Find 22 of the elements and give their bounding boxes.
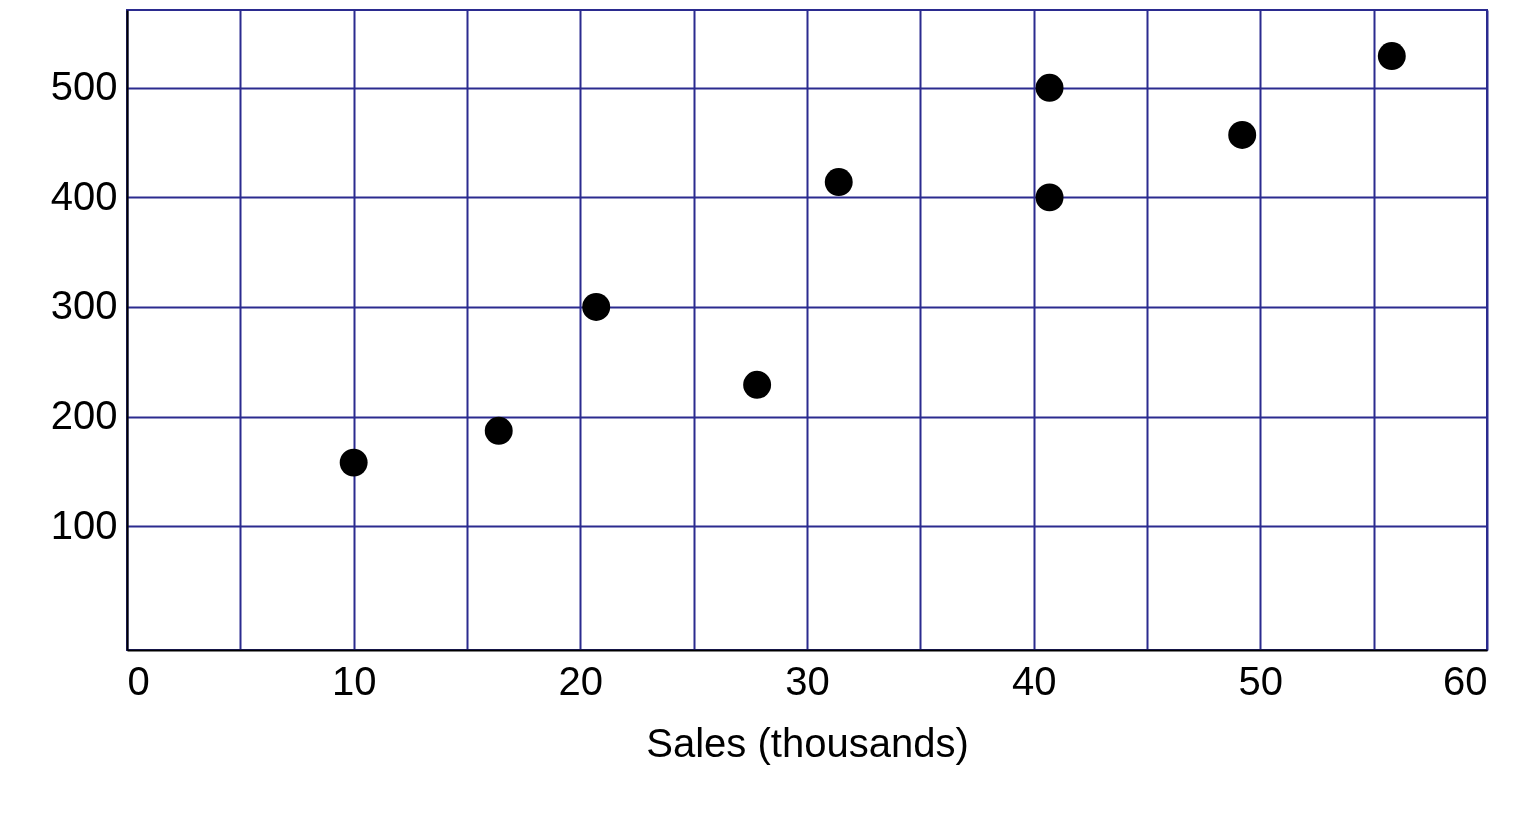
x-axis-title: Sales (thousands) — [646, 720, 969, 765]
x-tick-label: 40 — [1011, 658, 1057, 703]
point — [339, 448, 368, 477]
point — [1377, 42, 1406, 70]
point — [1035, 73, 1064, 102]
point — [1035, 183, 1064, 212]
point — [484, 416, 513, 445]
point — [582, 293, 611, 321]
x-tick-label: 10 — [331, 658, 377, 703]
x-tick-label: 0 — [127, 658, 150, 703]
x-tick-label: 60 — [1443, 658, 1488, 703]
point — [743, 370, 772, 399]
y-tick-label: 200 — [50, 393, 118, 438]
y-tick-label: 400 — [50, 173, 118, 218]
y-tick-label: 300 — [50, 283, 118, 328]
point — [1228, 121, 1257, 149]
point — [824, 168, 853, 196]
x-tick-label: 30 — [785, 658, 830, 703]
y-tick-label: 500 — [50, 64, 118, 109]
y-tick-label: 100 — [50, 502, 118, 547]
x-tick-label: 50 — [1238, 658, 1284, 703]
x-tick-label: 20 — [558, 658, 604, 703]
